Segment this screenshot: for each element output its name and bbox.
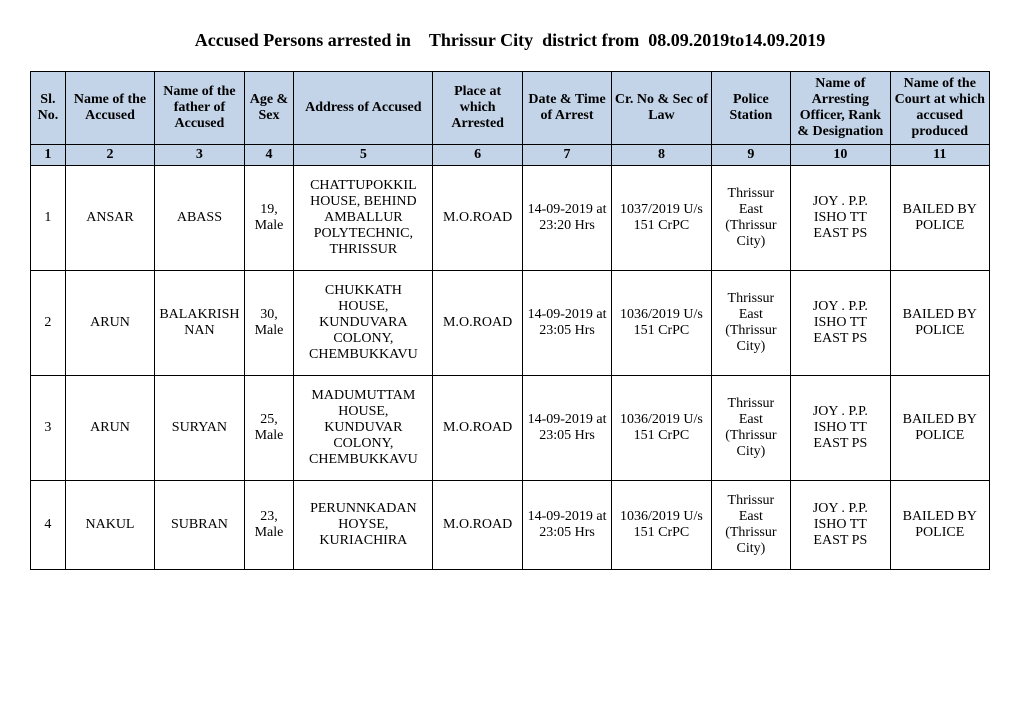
cell-c1: 2 bbox=[31, 271, 66, 376]
cell-c6: M.O.ROAD bbox=[433, 271, 522, 376]
cell-c4: 23, Male bbox=[244, 481, 294, 570]
page-title: Accused Persons arrested in Thrissur Cit… bbox=[30, 30, 990, 51]
colnum-9: 9 bbox=[711, 145, 791, 166]
cell-c11: BAILED BY POLICE bbox=[890, 271, 989, 376]
cell-c10: JOY . P.P. ISHO TT EAST PS bbox=[791, 166, 890, 271]
table-row: 3ARUNSURYAN25, MaleMADUMUTTAM HOUSE, KUN… bbox=[31, 376, 990, 481]
colnum-4: 4 bbox=[244, 145, 294, 166]
cell-c4: 19, Male bbox=[244, 166, 294, 271]
cell-c3: BALAKRISHNAN bbox=[155, 271, 244, 376]
cell-c3: SURYAN bbox=[155, 376, 244, 481]
cell-c4: 25, Male bbox=[244, 376, 294, 481]
table-row: 1ANSARABASS19, MaleCHATTUPOKKIL HOUSE, B… bbox=[31, 166, 990, 271]
colnum-6: 6 bbox=[433, 145, 522, 166]
cell-c9: Thrissur East (Thrissur City) bbox=[711, 481, 791, 570]
cell-c6: M.O.ROAD bbox=[433, 166, 522, 271]
cell-c10: JOY . P.P. ISHO TT EAST PS bbox=[791, 481, 890, 570]
cell-c5: PERUNNKADAN HOYSE, KURIACHIRA bbox=[294, 481, 433, 570]
cell-c11: BAILED BY POLICE bbox=[890, 166, 989, 271]
table-body: 1ANSARABASS19, MaleCHATTUPOKKIL HOUSE, B… bbox=[31, 166, 990, 570]
cell-c5: CHATTUPOKKIL HOUSE, BEHIND AMBALLUR POLY… bbox=[294, 166, 433, 271]
header-place: Place at which Arrested bbox=[433, 72, 522, 145]
cell-c2: ARUN bbox=[65, 271, 154, 376]
header-father: Name of the father of Accused bbox=[155, 72, 244, 145]
cell-c7: 14-09-2019 at 23:20 Hrs bbox=[522, 166, 611, 271]
cell-c8: 1036/2019 U/s 151 CrPC bbox=[612, 376, 711, 481]
cell-c5: MADUMUTTAM HOUSE, KUNDUVAR COLONY, CHEMB… bbox=[294, 376, 433, 481]
colnum-8: 8 bbox=[612, 145, 711, 166]
table-row: 2ARUNBALAKRISHNAN30, MaleCHUKKATH HOUSE,… bbox=[31, 271, 990, 376]
cell-c2: ANSAR bbox=[65, 166, 154, 271]
cell-c5: CHUKKATH HOUSE, KUNDUVARA COLONY, CHEMBU… bbox=[294, 271, 433, 376]
colnum-11: 11 bbox=[890, 145, 989, 166]
cell-c10: JOY . P.P. ISHO TT EAST PS bbox=[791, 271, 890, 376]
cell-c9: Thrissur East (Thrissur City) bbox=[711, 271, 791, 376]
cell-c9: Thrissur East (Thrissur City) bbox=[711, 166, 791, 271]
header-crno: Cr. No & Sec of Law bbox=[612, 72, 711, 145]
cell-c6: M.O.ROAD bbox=[433, 376, 522, 481]
cell-c1: 3 bbox=[31, 376, 66, 481]
cell-c7: 14-09-2019 at 23:05 Hrs bbox=[522, 481, 611, 570]
header-address: Address of Accused bbox=[294, 72, 433, 145]
header-row: Sl. No. Name of the Accused Name of the … bbox=[31, 72, 990, 145]
table-row: 4NAKULSUBRAN23, MalePERUNNKADAN HOYSE, K… bbox=[31, 481, 990, 570]
cell-c9: Thrissur East (Thrissur City) bbox=[711, 376, 791, 481]
cell-c2: ARUN bbox=[65, 376, 154, 481]
cell-c11: BAILED BY POLICE bbox=[890, 376, 989, 481]
header-officer: Name of Arresting Officer, Rank & Design… bbox=[791, 72, 890, 145]
cell-c11: BAILED BY POLICE bbox=[890, 481, 989, 570]
header-station: Police Station bbox=[711, 72, 791, 145]
column-number-row: 1 2 3 4 5 6 7 8 9 10 11 bbox=[31, 145, 990, 166]
colnum-2: 2 bbox=[65, 145, 154, 166]
cell-c1: 4 bbox=[31, 481, 66, 570]
cell-c3: SUBRAN bbox=[155, 481, 244, 570]
colnum-1: 1 bbox=[31, 145, 66, 166]
colnum-7: 7 bbox=[522, 145, 611, 166]
cell-c6: M.O.ROAD bbox=[433, 481, 522, 570]
colnum-5: 5 bbox=[294, 145, 433, 166]
cell-c10: JOY . P.P. ISHO TT EAST PS bbox=[791, 376, 890, 481]
colnum-10: 10 bbox=[791, 145, 890, 166]
cell-c4: 30, Male bbox=[244, 271, 294, 376]
cell-c2: NAKUL bbox=[65, 481, 154, 570]
cell-c8: 1036/2019 U/s 151 CrPC bbox=[612, 481, 711, 570]
cell-c8: 1036/2019 U/s 151 CrPC bbox=[612, 271, 711, 376]
cell-c3: ABASS bbox=[155, 166, 244, 271]
cell-c1: 1 bbox=[31, 166, 66, 271]
header-slno: Sl. No. bbox=[31, 72, 66, 145]
header-age: Age & Sex bbox=[244, 72, 294, 145]
header-date: Date & Time of Arrest bbox=[522, 72, 611, 145]
cell-c7: 14-09-2019 at 23:05 Hrs bbox=[522, 271, 611, 376]
cell-c8: 1037/2019 U/s 151 CrPC bbox=[612, 166, 711, 271]
arrest-table: Sl. No. Name of the Accused Name of the … bbox=[30, 71, 990, 570]
header-name: Name of the Accused bbox=[65, 72, 154, 145]
header-court: Name of the Court at which accused produ… bbox=[890, 72, 989, 145]
cell-c7: 14-09-2019 at 23:05 Hrs bbox=[522, 376, 611, 481]
colnum-3: 3 bbox=[155, 145, 244, 166]
